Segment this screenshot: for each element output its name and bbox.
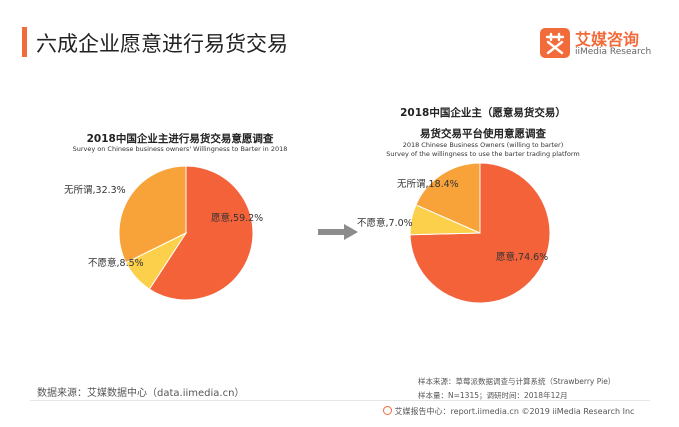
pie2-slice-2 [415,162,481,234]
chart1-title: 2018中国企业主进行易货交易意愿调查 [86,133,274,145]
chart2-title-line2: 易货交易平台使用意愿调查 [420,128,546,140]
footer-divider [30,400,650,401]
title-accent-bar [22,27,27,57]
chart2-subtitle: 2018 Chinese Business Owners (willing to… [402,141,564,149]
chart2-title: 2018中国企业主（愿意易货交易） [400,107,566,119]
logo-name-en: iiMedia Research [575,47,652,57]
footer-text: 艾媒报告中心：report.iimedia.cn ©2019 iiMedia R… [394,407,635,416]
page-title: 六成企业愿意进行易货交易 [36,32,288,56]
chart1-subtitle: Survey on Chinese business owners' Willi… [72,145,288,153]
data-source: 数据来源：艾媒数据中心（data.iimedia.cn） [37,388,245,399]
sample-size: 样本量：N=1315；调研时间：2018年12月 [418,391,568,400]
footer: 艾媒报告中心：report.iimedia.cn ©2019 iiMedia R… [383,406,634,417]
logo-name-cn: 艾媒咨询 [575,30,640,49]
pie1-label-0: 愿意,59.2% [211,212,263,224]
chart2-subtitle-line2: Survey of the willingness to use the bar… [386,150,580,158]
pie2-label-0: 愿意,74.6% [496,251,548,263]
pie2-label-1: 不愿意,7.0% [357,217,413,229]
right-arrow-icon [318,224,358,240]
brand-logo[interactable]: 艾媒咨询 iiMedia Research [540,26,668,62]
pie1-slice-0 [148,165,254,301]
pie1-slice-2 [118,165,187,264]
pie2-label-2: 无所谓,18.4% [397,178,459,190]
aimei-footer-icon [383,406,392,415]
pie1-label-1: 不愿意,8.5% [88,257,144,269]
sample-source: 样本来源：草莓派数据调查与计算系统（Strawberry Pie） [418,377,616,386]
aimei-logo-icon [540,28,570,58]
pie1-label-2: 无所谓,32.3% [64,184,126,196]
